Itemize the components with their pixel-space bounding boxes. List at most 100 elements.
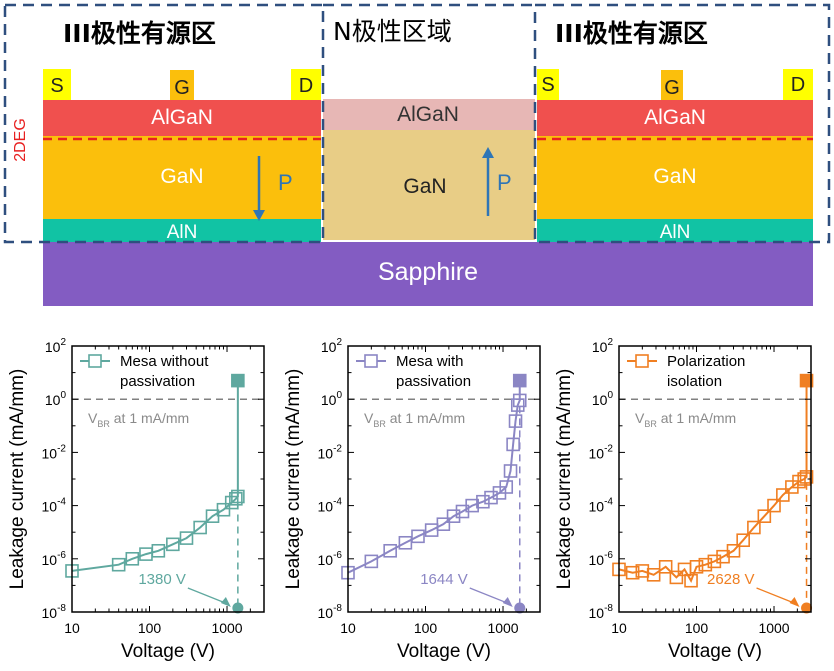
y-tick-label: 10-2 (589, 443, 614, 461)
polarization-arrow-up-icon (482, 147, 494, 216)
y-axis-title: Leakage current (mA/mm) (554, 369, 575, 590)
data-point (125, 551, 140, 566)
y-tick-label: 10-8 (318, 603, 343, 621)
data-point (508, 414, 523, 428)
algan-label-npolar: AlGaN (397, 103, 459, 126)
y-tick-label: 10-6 (589, 550, 614, 568)
aln-label-left: AlN (167, 222, 198, 243)
x-tick-label: 100 (685, 620, 709, 636)
data-point (646, 568, 661, 582)
legend-label: Mesa with (396, 353, 464, 370)
gate-contact-right (661, 70, 683, 100)
gan-layer-left (43, 136, 321, 219)
vbr-annotation-arrow (469, 587, 510, 605)
x-axis-title: Voltage (V) (121, 641, 215, 662)
x-tick-label: 10 (611, 620, 627, 636)
y-tick-label: 10-6 (42, 550, 67, 568)
y-tick-label: 10-4 (42, 497, 67, 515)
data-point (229, 492, 243, 506)
source-label-right: S (541, 74, 554, 96)
aln-label-right: AlN (660, 222, 691, 243)
region-box-right (533, 3, 831, 244)
vbr-annotation-arrowhead (789, 597, 800, 607)
data-point (757, 509, 772, 523)
leakage-chart-3: VBR at 1 mA/mm 2628 V 10 100 1000 10-8 10-6 10-… (554, 337, 814, 662)
x-tick-label: 1000 (487, 620, 518, 636)
data-point (364, 554, 379, 569)
x-tick-label: 1000 (758, 620, 789, 636)
data-point (436, 517, 451, 531)
y-tick-label: 10-2 (42, 443, 67, 461)
source-label-left: S (50, 75, 63, 97)
data-point (484, 490, 498, 505)
x-tick-label: 100 (414, 620, 438, 636)
legend-marker (635, 354, 649, 368)
aln-layer-right (537, 219, 813, 242)
data-point (476, 494, 490, 509)
data-point (736, 533, 750, 548)
y-tick-label: 100 (321, 390, 343, 408)
drain-contact-right (783, 69, 813, 100)
data-point (707, 554, 722, 569)
data-point (179, 531, 194, 545)
data-point (776, 488, 790, 502)
legend-marker (364, 354, 378, 368)
data-point (669, 570, 684, 585)
y-tick-label: 10-6 (318, 550, 343, 568)
gan-label-left: GaN (160, 165, 203, 188)
y-tick-label: 100 (45, 390, 67, 408)
algan-layer-npolar (323, 99, 535, 130)
data-point (684, 573, 698, 588)
vbr-value-label: 2628 V (707, 571, 755, 588)
twodeg-label: 2DEG (12, 118, 29, 162)
data-point (151, 543, 166, 558)
vbr-marker-dot (801, 602, 813, 614)
data-point (499, 480, 514, 494)
gan-label-right: GaN (653, 165, 696, 188)
data-point (512, 373, 527, 388)
y-tick-label: 100 (592, 390, 614, 408)
device-diagram: Sapphire AlGaN GaN AlN AlGaN GaN AlGaN G… (3, 3, 831, 306)
y-tick-label: 10-4 (318, 497, 343, 515)
gan-layer-npolar (323, 130, 535, 240)
data-point (792, 474, 806, 489)
vbr-annotation-arrowhead (220, 597, 231, 607)
y-tick-label: 102 (45, 337, 67, 355)
gate-label-right: G (664, 77, 680, 99)
data-point (383, 543, 397, 558)
legend-marker (88, 354, 102, 368)
region-label-left: III极性有源区 (63, 19, 216, 48)
data-point (658, 560, 673, 574)
x-tick-label: 100 (138, 620, 162, 636)
gate-contact-left (170, 70, 194, 100)
sapphire-label: Sapphire (378, 258, 478, 286)
algan-label-right: AlGaN (644, 106, 706, 129)
region-box-left (3, 3, 325, 244)
polarization-label-npolar: P (497, 170, 512, 195)
vbr-reference-label: VBR at 1 mA/mm (364, 410, 465, 429)
legend-label: Polarization (667, 353, 745, 370)
source-contact-left (43, 69, 71, 100)
aln-layer-left (43, 219, 321, 242)
data-series-line (71, 380, 239, 572)
data-point (446, 509, 461, 523)
data-point (503, 464, 518, 478)
leakage-chart-2: VBR at 1 mA/mm 1644 V 10 100 1000 10-8 10-6 10-… (283, 337, 541, 662)
y-tick-label: 102 (321, 337, 343, 355)
vbr-reference-label: VBR at 1 mA/mm (635, 410, 736, 429)
source-contact-right (537, 69, 559, 100)
algan-label-left: AlGaN (151, 106, 213, 129)
y-axis-title: Leakage current (mA/mm) (283, 369, 304, 590)
leakage-chart-1: VBR at 1 mA/mm 1380 V 10 100 1000 10-8 10-6 10-… (7, 337, 265, 662)
y-tick-label: 102 (592, 337, 614, 355)
data-point (216, 502, 231, 517)
data-point (231, 373, 245, 388)
vbr-value-label: 1644 V (420, 571, 468, 588)
legend-label: Mesa without (120, 353, 209, 370)
y-tick-label: 10-4 (589, 497, 614, 515)
vbr-reference-label: VBR at 1 mA/mm (88, 410, 189, 429)
vbr-marker-dot (514, 602, 526, 614)
data-point (510, 398, 525, 412)
y-tick-label: 10-2 (318, 443, 343, 461)
